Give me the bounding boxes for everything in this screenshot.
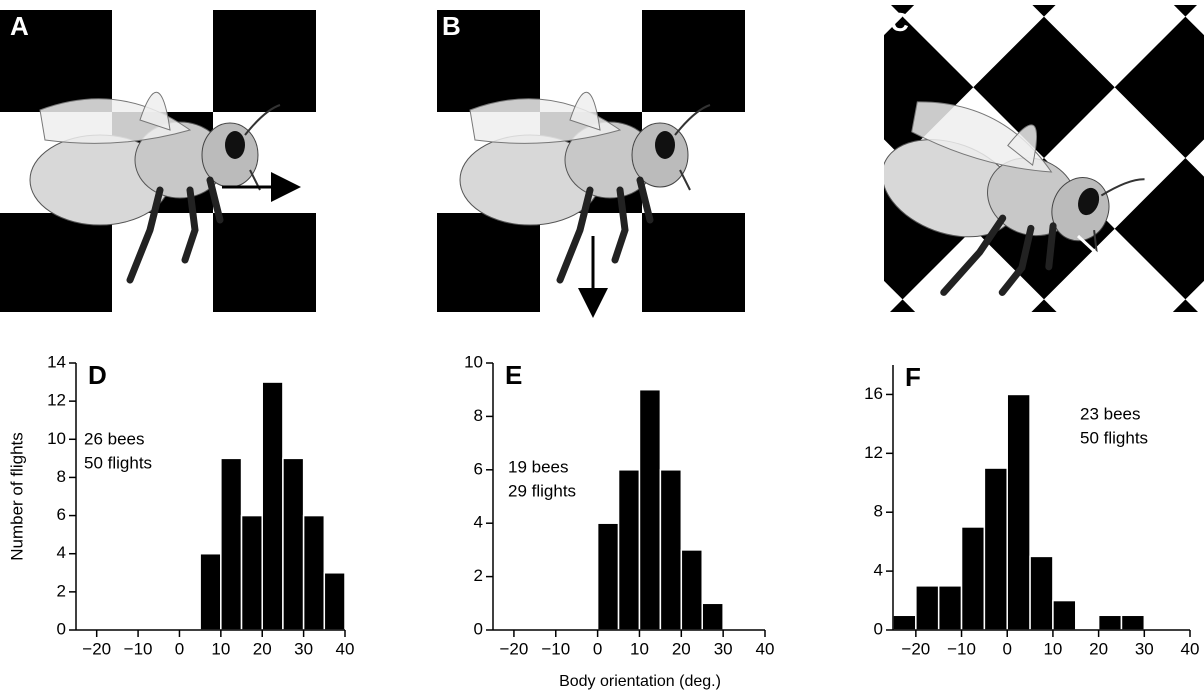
bar — [261, 381, 284, 631]
x-tick-label: −10 — [541, 639, 570, 658]
bar — [240, 514, 263, 631]
x-tick-label: −10 — [124, 639, 153, 658]
y-tick-label: 14 — [47, 352, 66, 371]
panel-label: F — [905, 362, 921, 392]
panel-label: C — [890, 7, 909, 37]
bar — [983, 467, 1008, 631]
y-tick-label: 4 — [57, 543, 66, 562]
x-tick-label: 20 — [1089, 639, 1108, 658]
x-tick-label: 40 — [336, 639, 355, 658]
y-tick-label: 16 — [864, 384, 883, 403]
x-tick-label: 10 — [630, 639, 649, 658]
bar — [1029, 555, 1054, 631]
panel-label: B — [442, 11, 461, 41]
bar — [1097, 614, 1123, 631]
y-tick-label: 8 — [57, 467, 66, 486]
panel-a-illustration — [0, 10, 316, 312]
y-axis-label: Number of flights — [7, 432, 26, 561]
bar — [282, 457, 305, 631]
annotation: 26 bees — [84, 429, 145, 448]
x-tick-label: 10 — [1043, 639, 1062, 658]
annotation: 23 bees — [1080, 404, 1141, 423]
bar — [915, 585, 940, 631]
bar — [680, 549, 703, 631]
y-tick-label: 4 — [874, 561, 883, 580]
panel-b-illustration — [437, 10, 745, 318]
bar — [1052, 599, 1077, 631]
bar — [937, 585, 963, 631]
x-tick-label: −20 — [901, 639, 930, 658]
x-tick-label: 40 — [1181, 639, 1200, 658]
x-tick-label: 0 — [175, 639, 184, 658]
y-tick-label: 0 — [57, 619, 66, 638]
x-tick-label: 30 — [1135, 639, 1154, 658]
x-tick-label: 20 — [672, 639, 691, 658]
x-tick-label: 20 — [253, 639, 272, 658]
y-tick-label: 8 — [474, 406, 483, 425]
y-tick-label: 4 — [474, 513, 483, 532]
bar — [199, 552, 222, 631]
y-tick-label: 12 — [864, 443, 883, 462]
y-tick-label: 2 — [57, 581, 66, 600]
x-tick-label: 30 — [294, 639, 313, 658]
bar — [638, 388, 662, 631]
y-tick-label: 2 — [474, 566, 483, 585]
y-tick-label: 12 — [47, 391, 66, 410]
annotation: 29 flights — [508, 481, 576, 500]
bar — [323, 572, 346, 631]
panel-label: A — [10, 11, 29, 41]
x-tick-label: 10 — [211, 639, 230, 658]
bar — [701, 602, 724, 631]
annotation: 50 flights — [1080, 428, 1148, 447]
annotation: 19 bees — [508, 457, 569, 476]
bar — [960, 526, 986, 631]
bar — [1120, 614, 1146, 631]
bar — [659, 469, 683, 631]
bar — [596, 522, 620, 631]
x-tick-label: −20 — [500, 639, 529, 658]
bar — [302, 514, 326, 631]
x-tick-label: 30 — [714, 639, 733, 658]
x-tick-label: −10 — [947, 639, 976, 658]
x-tick-label: 0 — [1002, 639, 1011, 658]
panel-label: D — [88, 360, 107, 390]
y-tick-label: 10 — [47, 429, 66, 448]
bar — [220, 457, 243, 631]
bar — [1006, 393, 1031, 631]
x-axis-label: Body orientation (deg.) — [559, 673, 721, 690]
panel-label: E — [505, 360, 522, 390]
bar — [617, 469, 641, 631]
x-tick-label: 0 — [593, 639, 602, 658]
y-tick-label: 10 — [464, 352, 483, 371]
y-tick-label: 6 — [57, 505, 66, 524]
x-tick-label: 40 — [756, 639, 775, 658]
y-tick-label: 0 — [474, 619, 483, 638]
y-tick-label: 0 — [874, 619, 883, 638]
y-tick-label: 6 — [474, 459, 483, 478]
x-tick-label: −20 — [82, 639, 111, 658]
bar — [892, 614, 917, 631]
y-tick-label: 8 — [874, 502, 883, 521]
annotation: 50 flights — [84, 453, 152, 472]
